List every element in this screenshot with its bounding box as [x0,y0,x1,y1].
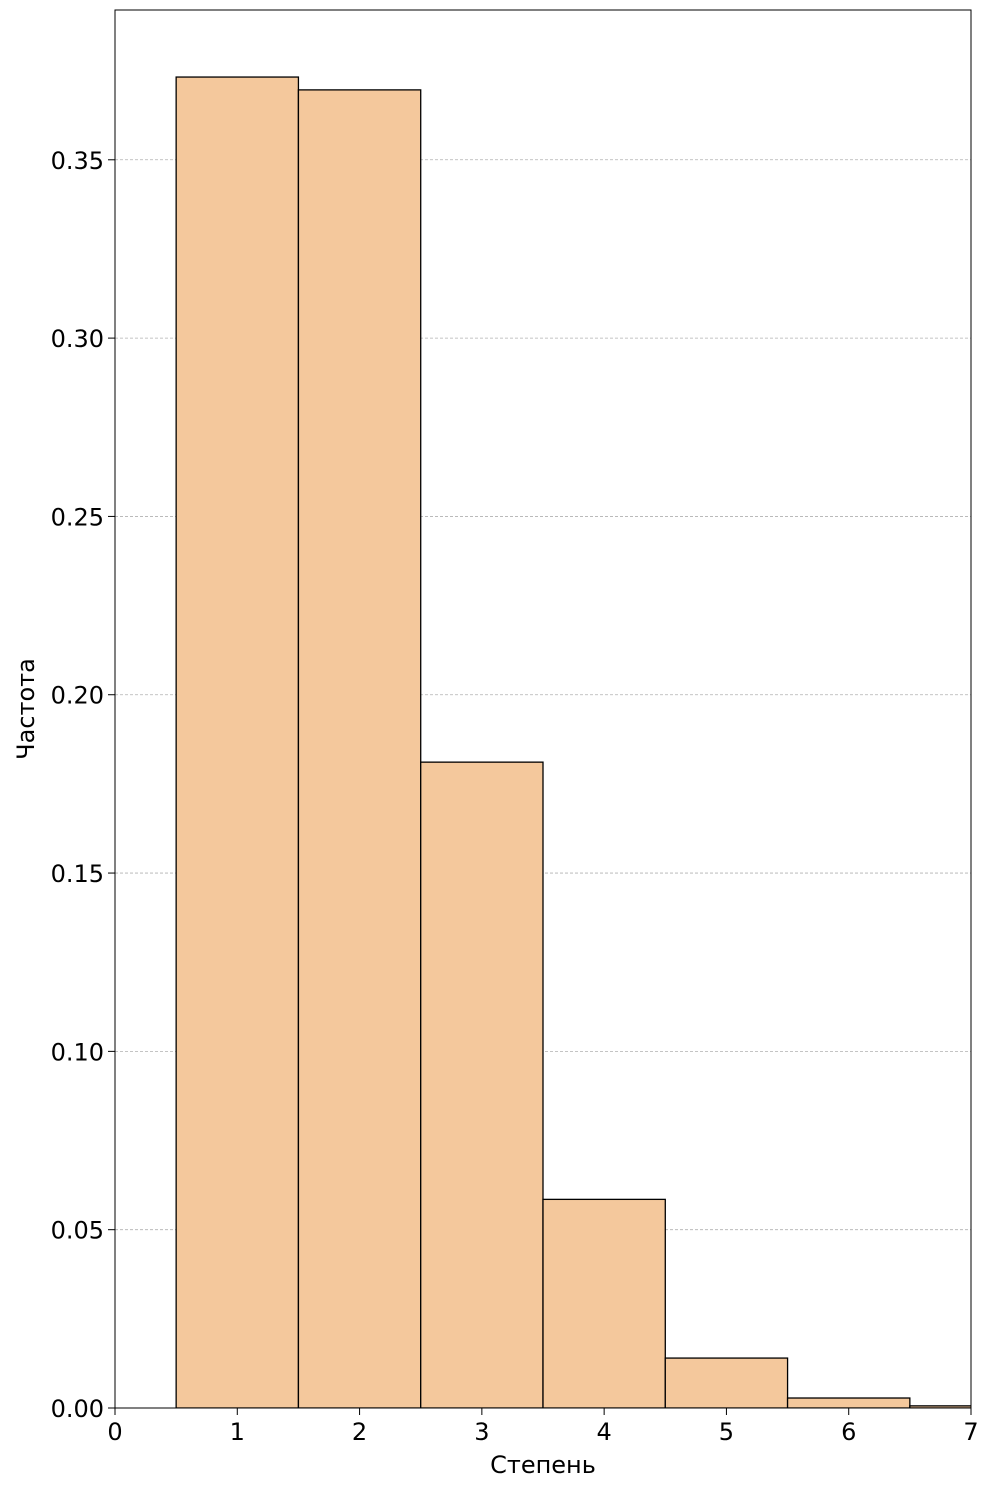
x-tick-label: 6 [841,1418,856,1446]
plot-frame [114,9,972,1409]
x-axis-label: Степень [490,1451,596,1479]
bars [175,76,971,1408]
y-tick-label: 0.30 [51,325,104,353]
x-tick-label: 3 [474,1418,489,1446]
y-axis-label: Частота [12,658,40,760]
y-tick-label: 0.00 [51,1395,104,1423]
y-tick-label: 0.10 [51,1038,104,1066]
x-tick-label: 4 [597,1418,612,1446]
histogram-bar [786,1397,911,1408]
y-tick-label: 0.20 [51,682,104,710]
histogram-bar [420,761,544,1408]
y-tick-label: 0.35 [51,147,104,175]
x-tick-label: 2 [352,1418,367,1446]
y-tick-label: 0.25 [51,503,104,531]
histogram-bar [542,1198,666,1408]
x-tick-label: 0 [107,1418,122,1446]
x-tick-label: 7 [963,1418,978,1446]
x-axis-ticks: 0 1 2 3 4 5 6 7 [107,1408,979,1446]
histogram-bar [297,89,422,1408]
histogram-bar [175,76,300,1408]
histogram-bar [664,1357,789,1408]
x-tick-label: 1 [230,1418,245,1446]
y-tick-label: 0.05 [51,1217,104,1245]
x-tick-label: 5 [719,1418,734,1446]
y-axis-ticks: 0.00 0.05 0.10 0.15 0.20 0.25 0.30 0.35 [51,147,115,1423]
y-tick-label: 0.15 [51,860,104,888]
